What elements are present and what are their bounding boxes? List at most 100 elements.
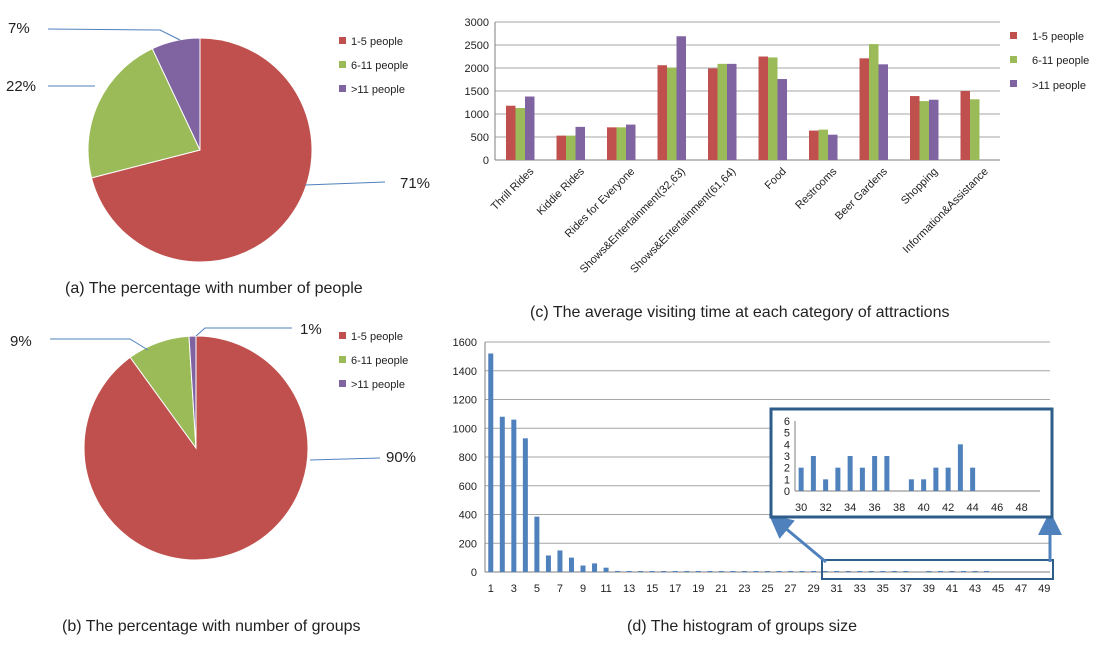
inset-x-tick-label: 42 [942,502,954,514]
hist-bar-35 [880,571,886,572]
inset-y-tick-label: 2 [784,463,790,475]
inset-y-tick-label: 5 [784,428,790,440]
pie-b-label-2: 1% [300,321,322,338]
pie-b-slices [83,335,309,561]
y-tick-label: 800 [459,452,477,464]
inset-bar-35 [859,467,865,491]
pie-slice-2 [151,37,201,151]
hist-bar-16 [661,571,667,572]
hist-bar-19 [695,571,701,572]
inset-bar-32 [823,479,829,491]
legend-swatch-gt11 [1010,80,1017,87]
pie-a-label-1: 22% [6,78,36,95]
x-tick-label: 37 [900,583,912,595]
inset-bar-33 [835,467,841,491]
bar-0-5 [758,56,768,160]
legend-label-6-11: 6-11 people [351,355,408,367]
pie-slice-1 [87,47,201,179]
pie-a-label-0: 71% [400,175,430,192]
bar-0-2 [607,127,617,160]
x-tick-label: 9 [580,583,586,595]
caption-d: (d) The histogram of groups size [627,618,857,635]
hist-bar-10 [592,563,598,573]
x-tick-label: 47 [1015,583,1027,595]
hist-bar-2 [499,416,505,572]
pie-slice-0 [90,37,313,263]
inset-x-tick-label: 30 [795,502,807,514]
hist-bar-21 [718,571,724,572]
hist-bar-26 [776,571,782,572]
pie-chart-b: 90% 9% 1% 1-5 people 6-11 people >11 peo… [10,321,416,635]
bar-0-9 [960,91,970,160]
bar-c-legend: 1-5 people 6-11 people >11 people [1010,31,1089,92]
leader-line-0 [304,181,386,186]
leader-line-0 [309,457,381,461]
bar-1-8 [919,101,929,160]
hist-bar-33 [857,571,863,572]
hist-bar-17 [672,571,678,572]
x-tick-label: 25 [761,583,773,595]
x-tick-label: Kiddie Rides [535,165,588,218]
y-tick-label: 1000 [465,109,489,121]
bar-1-2 [616,127,626,160]
inset-bar-30 [798,467,804,491]
x-tick-label: 43 [969,583,981,595]
x-tick-label: Thrill Rides [489,165,537,213]
bar-1-1 [566,135,576,160]
legend-label-1-5: 1-5 people [1032,31,1084,43]
inset-x-tick-label: 44 [967,502,979,514]
x-tick-label: 17 [669,583,681,595]
inset-y-tick-label: 3 [784,451,790,463]
bar-0-0 [506,105,516,160]
inset-bar-41 [933,467,939,491]
pie-b-leaders [50,327,381,461]
hist-bar-41 [949,571,955,572]
hist-d-gridlines [484,341,1050,573]
hist-bar-20 [707,571,713,572]
bar-0-3 [657,65,667,160]
x-tick-label: Restrooms [793,165,839,211]
hist-bar-37 [903,571,909,572]
inset-bar-31 [810,456,816,491]
pie-a-label-2: 7% [8,20,30,37]
hist-bar-32 [845,571,851,572]
legend-swatch-1-5 [1010,32,1017,39]
hist-bar-44 [984,571,990,572]
y-tick-label: 1400 [453,366,477,378]
bar-1-7 [869,44,879,160]
x-tick-label: 41 [946,583,958,595]
y-tick-label: 1000 [453,423,477,435]
x-tick-label: Food [763,166,789,192]
hist-bar-13 [626,571,632,572]
inset-x-tick-label: 36 [869,502,881,514]
inset-bar-43 [957,444,963,491]
inset-y-tick-label: 4 [784,439,790,451]
x-tick-label: 23 [738,583,750,595]
inset-bar-44 [970,467,976,491]
legend-swatch-gt11 [339,85,346,92]
hist-d-yticks: 0 200 400 600 800 1000 1200 1400 1600 [453,337,477,579]
hist-bar-42 [961,571,967,572]
hist-bar-28 [799,571,805,572]
inset-x-tick-label: 38 [893,502,905,514]
x-tick-label: Information&Assistance [901,166,991,256]
hist-bar-34 [868,571,874,572]
x-tick-label: 13 [623,583,635,595]
zoom-arrow-left [768,514,827,564]
y-tick-label: 1200 [453,395,477,407]
bar-1-4 [717,63,727,160]
hist-bar-14 [638,571,644,572]
legend-swatch-1-5 [339,37,346,44]
legend-swatch-6-11 [339,61,346,68]
hist-bar-7 [557,550,563,572]
hist-bar-43 [972,571,978,572]
legend-label-1-5: 1-5 people [351,36,403,48]
leader-line-2 [47,28,181,41]
x-tick-label: Shows&Entertainment(32,63) [578,166,688,276]
bar-1-6 [818,129,828,160]
bar-c-bars [506,36,980,161]
pie-a-leaders [47,28,386,186]
